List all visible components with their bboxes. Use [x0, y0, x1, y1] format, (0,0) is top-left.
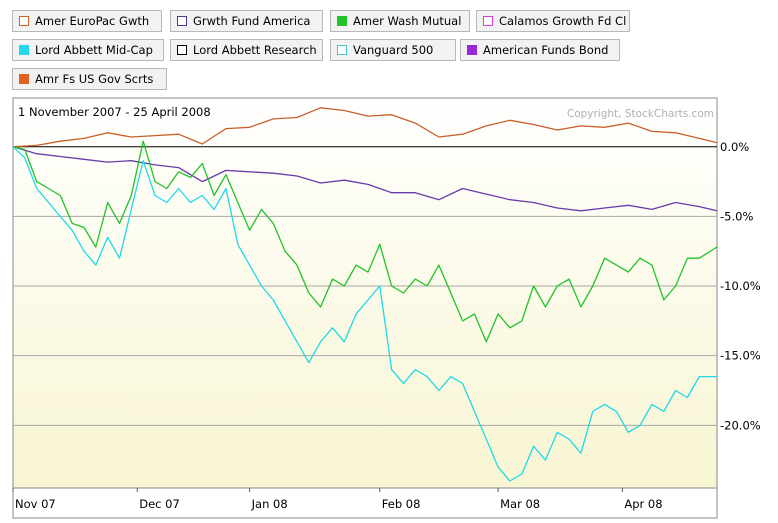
x-tick-label: Feb 08 — [382, 497, 421, 511]
y-tick-label: -5.0% — [720, 209, 753, 223]
x-axis: Nov 07 Dec 07 Jan 08 Feb 08 Mar 08 Apr 08 — [12, 488, 663, 511]
plot-area — [12, 97, 718, 489]
legend-item: Amr Fs US Gov Scrts — [12, 68, 167, 90]
y-tick-label: -20.0% — [720, 418, 761, 432]
y-tick-label: -15.0% — [720, 349, 761, 363]
copyright-text: Copyright, StockCharts.com — [566, 108, 714, 120]
legend-swatch-icon — [19, 74, 29, 84]
legend-item: Calamos Growth Fd Cl — [476, 10, 630, 32]
legend-swatch-icon — [19, 16, 29, 26]
x-tick-label: Nov 07 — [15, 497, 56, 511]
x-tick-label: Jan 08 — [251, 497, 288, 511]
legend-swatch-icon — [337, 45, 347, 55]
legend-label: Amer EuroPac Gwth — [35, 14, 150, 28]
legend-item: Grwth Fund America — [170, 10, 323, 32]
series-line-amer-wash-mutual — [12, 140, 718, 343]
legend-item: Lord Abbett Research — [170, 39, 323, 61]
x-tick-label: Dec 07 — [139, 497, 180, 511]
x-tick-label: Mar 08 — [500, 497, 540, 511]
legend-label: Vanguard 500 — [353, 43, 434, 57]
grid — [13, 146, 717, 426]
y-tick-label: -10.0% — [720, 279, 761, 293]
legend-swatch-icon — [19, 45, 29, 55]
legend-swatch-icon — [467, 45, 477, 55]
series-line-amr-fs-us-gov-scrts — [12, 107, 718, 148]
legend-label: Calamos Growth Fd Cl — [499, 14, 627, 28]
legend-label: Amr Fs US Gov Scrts — [35, 72, 154, 86]
x-tick-label: Apr 08 — [624, 497, 662, 511]
legend-item: Lord Abbett Mid-Cap — [12, 39, 164, 61]
chart-period: 1 November 2007 - 25 April 2008 — [18, 105, 211, 119]
legend-item: Vanguard 500 — [330, 39, 456, 61]
legend-label: Lord Abbett Mid-Cap — [35, 43, 153, 57]
y-tick-label: 0.0% — [720, 140, 749, 154]
legend-item: Amer EuroPac Gwth — [12, 10, 162, 32]
series-line-american-funds-bond — [12, 146, 718, 212]
series-layer — [12, 107, 718, 482]
x-axis-band — [12, 487, 718, 519]
legend-item: Amer Wash Mutual — [330, 10, 470, 32]
legend-label: Grwth Fund America — [193, 14, 311, 28]
legend-label: Amer Wash Mutual — [353, 14, 462, 28]
legend-swatch-icon — [177, 45, 187, 55]
series-line-lord-abbett-mid-cap — [12, 146, 717, 482]
legend-swatch-icon — [177, 16, 187, 26]
legend-swatch-icon — [483, 16, 493, 26]
legend-swatch-icon — [337, 16, 347, 26]
legend-item: American Funds Bond — [460, 39, 620, 61]
y-axis: 0.0% -5.0% -10.0% -15.0% -20.0% — [720, 140, 761, 433]
legend-label: American Funds Bond — [483, 43, 609, 57]
legend-label: Lord Abbett Research — [193, 43, 317, 57]
